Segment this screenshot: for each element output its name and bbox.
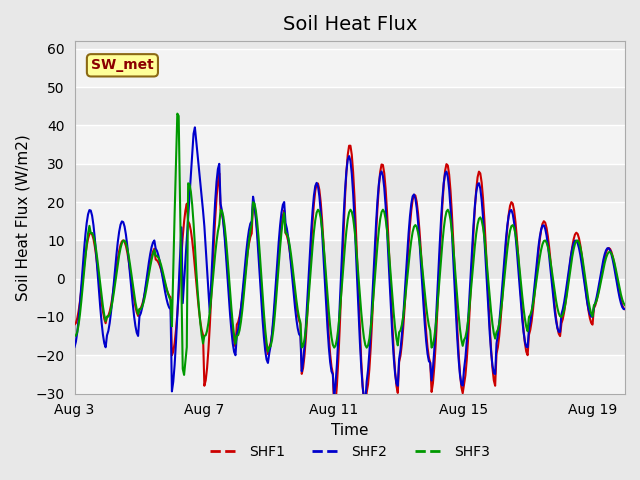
Title: Soil Heat Flux: Soil Heat Flux xyxy=(283,15,417,34)
Bar xyxy=(74,279,625,317)
Bar xyxy=(74,202,625,240)
Bar xyxy=(74,355,625,394)
Text: SW_met: SW_met xyxy=(91,58,154,72)
Legend: SHF1, SHF2, SHF3: SHF1, SHF2, SHF3 xyxy=(204,439,495,464)
Bar xyxy=(74,49,625,87)
Bar xyxy=(74,125,625,164)
Y-axis label: Soil Heat Flux (W/m2): Soil Heat Flux (W/m2) xyxy=(15,134,30,301)
X-axis label: Time: Time xyxy=(331,423,369,438)
